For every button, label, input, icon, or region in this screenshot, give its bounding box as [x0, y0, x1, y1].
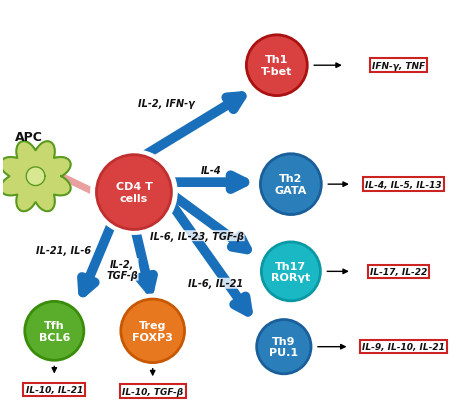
Ellipse shape: [260, 154, 321, 215]
Polygon shape: [0, 142, 71, 212]
Text: IL-4: IL-4: [201, 166, 221, 176]
Polygon shape: [26, 168, 45, 186]
Ellipse shape: [261, 242, 320, 301]
Ellipse shape: [19, 297, 90, 365]
Ellipse shape: [256, 237, 326, 306]
Ellipse shape: [121, 299, 184, 363]
Text: IL-10, TGF-β: IL-10, TGF-β: [122, 387, 183, 396]
Text: APC: APC: [15, 131, 43, 144]
Text: IL-6, IL-21: IL-6, IL-21: [188, 279, 244, 289]
Ellipse shape: [25, 302, 84, 360]
Ellipse shape: [241, 31, 313, 101]
Text: Th1
T-bet: Th1 T-bet: [261, 55, 292, 77]
Text: Th17
RORγt: Th17 RORγt: [271, 261, 310, 282]
Ellipse shape: [251, 315, 317, 379]
Ellipse shape: [255, 150, 327, 220]
Text: IL-9, IL-10, IL-21: IL-9, IL-10, IL-21: [362, 342, 445, 351]
Text: Treg
FOXP3: Treg FOXP3: [132, 320, 173, 342]
Text: IL-4, IL-5, IL-13: IL-4, IL-5, IL-13: [365, 180, 442, 189]
Ellipse shape: [97, 155, 172, 230]
Text: IL-17, IL-22: IL-17, IL-22: [370, 267, 427, 276]
Ellipse shape: [246, 36, 307, 96]
Text: IL-10, IL-21: IL-10, IL-21: [26, 385, 83, 394]
Text: Th2
GATA: Th2 GATA: [275, 174, 307, 195]
Text: IL-2,
TGF-β: IL-2, TGF-β: [106, 259, 138, 280]
Ellipse shape: [115, 295, 190, 367]
Text: IFN-γ, TNF: IFN-γ, TNF: [372, 62, 425, 71]
Text: IL-6, IL-23, TGF-β: IL-6, IL-23, TGF-β: [150, 231, 244, 241]
Text: IL-21, IL-6: IL-21, IL-6: [36, 245, 91, 255]
Ellipse shape: [91, 150, 177, 235]
Text: Th9
PU.1: Th9 PU.1: [269, 336, 299, 358]
Text: Tfh
BCL6: Tfh BCL6: [38, 320, 70, 342]
Ellipse shape: [257, 320, 311, 374]
Text: CD4 T
cells: CD4 T cells: [116, 182, 152, 203]
Text: IL-2, IFN-γ: IL-2, IFN-γ: [138, 99, 195, 109]
